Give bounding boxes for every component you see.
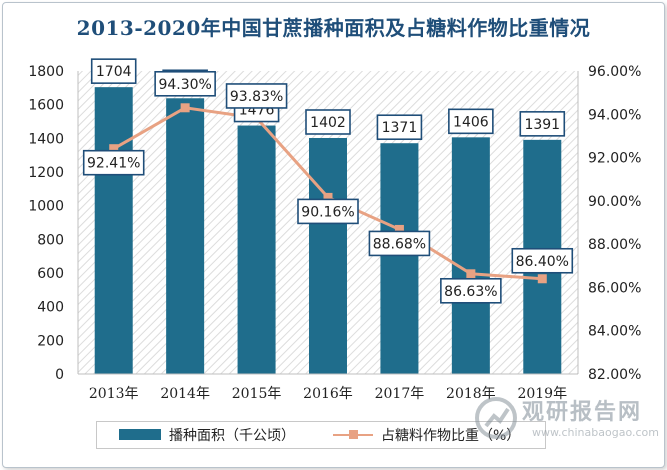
y-left-tick-label: 1800 xyxy=(28,64,64,80)
legend-bar-label: 播种面积（千公顷） xyxy=(169,428,295,444)
line-value-label-2: 93.83% xyxy=(225,83,288,109)
line-value-label-3-box xyxy=(297,198,359,225)
line-value-label-4-text: 88.68% xyxy=(373,236,426,252)
line-point-6 xyxy=(537,274,547,284)
y-left-tick-label: 800 xyxy=(37,232,64,248)
y-right-tick-label: 96.00% xyxy=(588,64,641,80)
x-tick-label: 2018年 xyxy=(446,386,496,402)
y-left-tick-label: 400 xyxy=(37,300,64,316)
bar-2 xyxy=(237,125,276,374)
line-point-4 xyxy=(394,224,404,234)
line-value-label-5-text: 86.63% xyxy=(444,284,497,300)
bar-0 xyxy=(94,87,133,374)
line-value-label-5: 86.63% xyxy=(440,277,502,304)
x-tick-label: 2019年 xyxy=(517,386,567,402)
y-left-tick-label: 0 xyxy=(55,367,64,383)
y-left-tick-label: 200 xyxy=(37,333,64,349)
y-left-tick-label: 600 xyxy=(37,266,64,282)
line-value-label-0-text: 92.41% xyxy=(87,156,140,172)
line-value-label-0-box xyxy=(82,149,145,176)
x-tick-label: 2015年 xyxy=(232,386,282,402)
line-point-0 xyxy=(109,144,119,154)
legend: 播种面积（千公顷） 占糖料作物比重（%） xyxy=(96,421,546,449)
bar-5 xyxy=(451,137,490,374)
line-value-label-6: 86.40% xyxy=(511,247,574,274)
watermark: 观研报告网 www.chinabaogao.com xyxy=(472,388,659,448)
bar-value-label-5: 1406 xyxy=(448,108,494,135)
bar-value-label-3-box xyxy=(305,109,351,135)
y-right-tick-label: 88.00% xyxy=(588,237,641,253)
line-value-label-6-text: 86.40% xyxy=(516,254,569,270)
bar-value-label-4: 1371 xyxy=(376,114,423,141)
bar-value-label-3: 1402 xyxy=(305,109,351,135)
y-right-tick-label: 90.00% xyxy=(588,194,641,210)
y-right-tick-label: 82.00% xyxy=(588,367,641,383)
x-tick-label: 2013年 xyxy=(89,386,139,402)
line-value-label-6-box xyxy=(511,247,574,274)
y-left-tick-label: 1000 xyxy=(28,199,64,215)
line-value-label-3: 90.16% xyxy=(297,198,359,225)
y-right-tick-label: 86.00% xyxy=(588,280,641,296)
bar-value-label-3-text: 1402 xyxy=(310,115,346,131)
y-right-tick-label: 92.00% xyxy=(588,151,641,167)
y-left-tick-label: 1200 xyxy=(28,165,64,181)
chart-title: 2013-2020年中国甘蔗播种面积及占糖料作物比重情况 xyxy=(76,16,591,40)
bar-value-label-4-box xyxy=(376,114,423,141)
watermark-url: www.chinabaogao.com xyxy=(532,426,659,439)
data-labels: 170416381476140213711406139192.41%94.30%… xyxy=(82,58,574,304)
bar-value-label-0-box xyxy=(90,58,137,84)
line-value-label-2-box xyxy=(225,83,288,109)
bar-value-label-4-text: 1371 xyxy=(382,120,418,136)
bar-1 xyxy=(166,98,205,375)
y-right-tick-label: 94.00% xyxy=(588,107,641,123)
bar-4 xyxy=(380,143,419,374)
legend-line-marker xyxy=(349,430,358,439)
line-point-3 xyxy=(323,192,333,202)
line-value-label-3-text: 90.16% xyxy=(301,204,354,220)
bar-value-label-0: 1704 xyxy=(90,58,137,84)
x-tick-label: 2017年 xyxy=(375,386,425,402)
watermark-logo-icon xyxy=(475,397,517,439)
watermark-text: 观研报告网 xyxy=(522,400,643,425)
line-value-label-1-text: 94.30% xyxy=(158,77,211,93)
bar-value-label-5-text: 1406 xyxy=(453,114,489,130)
bar-value-label-5-box xyxy=(448,108,494,135)
axes: 0 200 400 600 800 1000 1200 1400 1600 1800 82.00% 8… xyxy=(28,64,641,402)
y-right-tick-label: 84.00% xyxy=(588,324,641,340)
bar-value-label-6-box xyxy=(519,111,566,137)
y-left-tick-label: 1600 xyxy=(28,98,64,114)
bar-3 xyxy=(309,137,347,374)
line-value-label-2-text: 93.83% xyxy=(230,89,283,105)
bar-value-label-0-text: 1704 xyxy=(96,64,132,80)
line-point-5 xyxy=(466,269,476,279)
bar-value-label-6-text: 1391 xyxy=(524,117,560,133)
line-value-label-4-box xyxy=(368,230,431,257)
line-value-label-1-box xyxy=(154,70,216,97)
line-value-label-1: 94.30% xyxy=(154,70,216,97)
line-value-label-5-box xyxy=(440,277,502,304)
line-point-1 xyxy=(180,103,190,113)
line-value-label-4: 88.68% xyxy=(368,230,431,257)
legend-bar-swatch xyxy=(119,429,161,440)
x-tick-label: 2014年 xyxy=(160,386,210,402)
y-left-tick-label: 1400 xyxy=(28,131,64,147)
line-value-label-0: 92.41% xyxy=(82,149,145,176)
x-tick-label: 2016年 xyxy=(303,386,353,402)
bar-value-label-6: 1391 xyxy=(519,111,566,137)
